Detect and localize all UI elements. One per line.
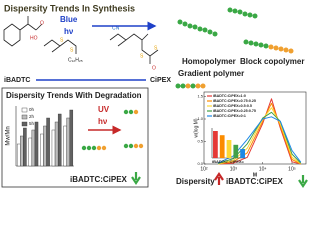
- molecule-ibadtc: [3, 16, 77, 54]
- bar: [233, 144, 239, 158]
- atom: S: [70, 47, 74, 53]
- molecule-cipex: [109, 33, 159, 64]
- legend-swatch: [21, 121, 28, 127]
- atom: CN: [112, 25, 120, 31]
- x-tick-label: 10³: [230, 166, 238, 172]
- polymer-label: Gradient polymer: [178, 69, 244, 78]
- bar: [240, 149, 245, 158]
- legend-label: iBADTC:CiPEX=0:1: [213, 114, 246, 118]
- x-tick-label: 10²: [200, 166, 208, 172]
- legend-swatch: [21, 114, 28, 120]
- bar: [16, 143, 21, 167]
- bar: [23, 127, 27, 167]
- x-axis-label: M: [253, 172, 257, 178]
- atom: O: [40, 20, 44, 26]
- series-line: [217, 107, 302, 165]
- legend-label: iBADTC:CiPEX=0.25:0.75: [213, 109, 256, 113]
- legend-label: iBADTC:CiPEX=0.75:0.25: [213, 99, 256, 103]
- block-chain: [243, 39, 294, 54]
- bar: [43, 125, 47, 167]
- bar: [69, 109, 74, 167]
- gradient-chain: [175, 83, 206, 89]
- bar: [51, 129, 56, 167]
- bar: [34, 121, 39, 167]
- legend-label: iBADTC:CiPEX=0.5:0.5: [213, 104, 252, 108]
- atom: S: [140, 53, 144, 59]
- light-label: hν: [98, 117, 108, 126]
- atom: O: [152, 65, 156, 71]
- degradation-title: Dispersity Trends With Degradation: [6, 91, 142, 100]
- y-tick-label: 0.0: [197, 161, 203, 166]
- bar: [219, 135, 225, 158]
- homopolymer-chain: [177, 7, 258, 37]
- bar: [31, 129, 36, 167]
- bar: [226, 140, 232, 158]
- atom: S: [60, 37, 64, 43]
- light-label: UV: [98, 105, 110, 114]
- bar: [57, 113, 62, 167]
- y-tick-label: 1.5: [197, 94, 203, 99]
- plot-frame: [203, 91, 307, 165]
- y-tick-label: 1.0: [197, 116, 203, 121]
- down-arrow: [131, 172, 141, 185]
- legend-label: iBADTC:CiPEX=1:0: [213, 94, 246, 98]
- x-tick-label: 10⁵: [288, 166, 296, 172]
- polymer-label: Homopolymer: [182, 57, 236, 66]
- bar: [20, 135, 24, 167]
- bar: [40, 133, 44, 167]
- legend-swatch: [21, 107, 28, 113]
- y-axis-label: w(log M): [193, 118, 199, 138]
- compound-label: CiPEX: [150, 77, 171, 84]
- dispersity-label: Dispersity: [176, 177, 215, 186]
- inset-title: iBADTC: CiPEX=: [212, 159, 245, 164]
- compound-label: iBADTC: [4, 77, 30, 84]
- atom: S: [154, 45, 158, 51]
- bar: [63, 125, 67, 167]
- y-tick-label: 0.5: [197, 139, 203, 144]
- atom: HO: [30, 35, 38, 41]
- series-line: [217, 102, 302, 165]
- light-label: Blue: [60, 15, 78, 24]
- bar: [28, 137, 33, 167]
- synthesis-title: Dispersity Trends In Synthesis: [4, 3, 135, 13]
- graphical-abstract: Dispersity Trends In Synthesis O HO S S …: [1, 3, 308, 188]
- atom: C₁₂H₂₅: [68, 57, 83, 63]
- legend-label: 5h: [29, 121, 35, 126]
- up-arrow: [214, 172, 224, 185]
- light-label: hν: [64, 27, 74, 36]
- bar: [46, 117, 50, 167]
- x-tick-label: 10⁴: [259, 166, 267, 172]
- bar: [213, 131, 218, 158]
- polymer-label: Block copolymer: [240, 57, 304, 66]
- down-arrow: [298, 175, 308, 188]
- bar: [66, 117, 70, 167]
- degradation-panel: [1, 87, 149, 188]
- legend-label: 2h: [29, 114, 35, 119]
- ratio-label: iBADTC:CiPEX: [226, 177, 284, 186]
- y-axis-label: Mw/Mn: [6, 126, 12, 145]
- bar: [54, 121, 59, 167]
- ratio-label: iBADTC:CiPEX: [70, 175, 128, 184]
- series-line: [217, 98, 301, 165]
- degraded-chains: [81, 109, 144, 151]
- legend-label: 0h: [29, 107, 35, 112]
